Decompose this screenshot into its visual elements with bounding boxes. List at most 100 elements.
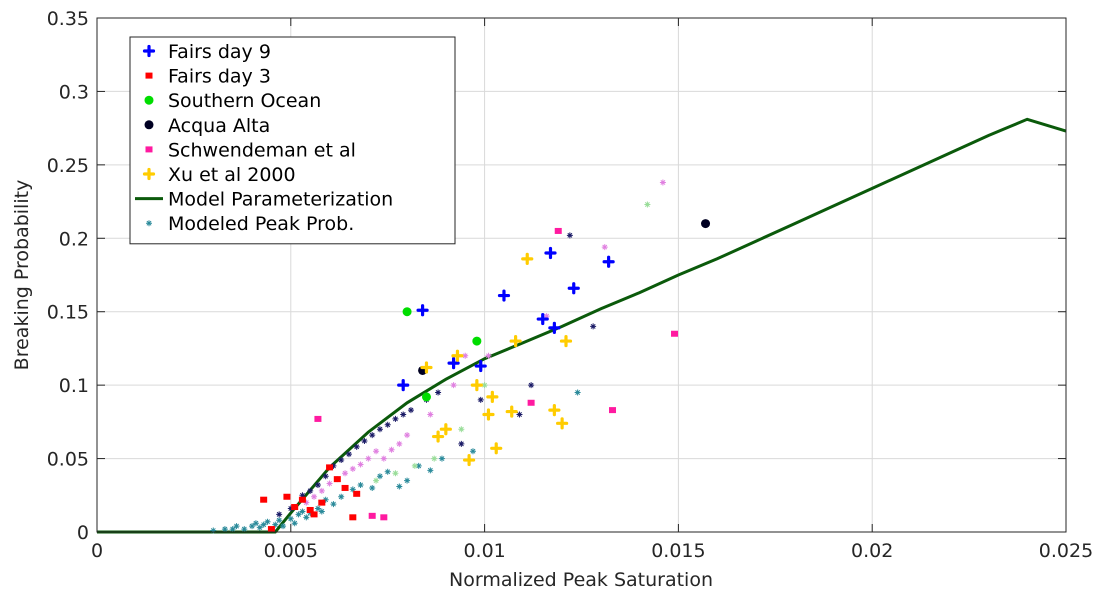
data-point — [303, 499, 310, 506]
data-point — [544, 246, 557, 260]
data-point — [295, 511, 302, 518]
y-tick-label: 0.15 — [47, 302, 89, 324]
x-tick-label: 0.005 — [264, 540, 318, 562]
data-points — [210, 179, 711, 534]
data-point — [357, 482, 364, 489]
data-point — [233, 523, 240, 530]
data-point — [516, 411, 523, 418]
data-point — [602, 255, 615, 268]
data-point — [396, 440, 403, 447]
data-point — [671, 330, 679, 337]
data-point — [272, 521, 279, 528]
data-point — [291, 520, 298, 527]
data-point — [353, 490, 361, 497]
legend-box — [129, 36, 456, 245]
data-point — [438, 455, 445, 462]
data-point — [590, 323, 597, 330]
data-point — [439, 423, 452, 436]
data-point — [260, 496, 268, 503]
data-point — [349, 514, 357, 521]
data-point — [365, 455, 372, 462]
legend-label: Model Parameterization — [168, 189, 393, 211]
data-point — [521, 252, 534, 265]
data-point — [527, 399, 535, 406]
data-point — [404, 477, 411, 484]
data-point — [299, 508, 306, 515]
data-point — [376, 473, 383, 480]
data-point — [490, 442, 503, 455]
data-point — [411, 462, 418, 469]
model-line — [97, 117, 1067, 534]
data-point — [566, 232, 573, 239]
data-point — [287, 515, 294, 522]
legend-label: Fairs day 9 — [168, 41, 271, 63]
legend-label: Southern Ocean — [168, 90, 321, 112]
data-point — [505, 405, 518, 418]
data-point — [567, 282, 580, 295]
data-point — [264, 518, 271, 525]
data-point — [314, 505, 321, 512]
data-point — [307, 487, 314, 494]
data-point — [427, 467, 434, 474]
data-point — [210, 527, 217, 534]
y-tick-label: 0.35 — [47, 8, 89, 30]
x-tick-label: 0.02 — [851, 540, 893, 562]
data-point — [353, 443, 360, 450]
data-point — [528, 382, 535, 389]
data-point — [369, 484, 376, 491]
data-point — [427, 411, 434, 418]
y-tick-label: 0.3 — [59, 81, 89, 103]
ticks: 0 0.005 0.01 0.015 0.02 0.025 0 0.05 0.1 0.15 0.2 0… — [47, 8, 1094, 562]
data-point — [318, 487, 325, 494]
data-point — [376, 426, 383, 433]
y-axis-title: Breaking Probability — [11, 180, 33, 371]
data-point — [536, 312, 549, 326]
data-point — [303, 514, 310, 521]
data-point — [447, 357, 460, 370]
data-point — [388, 446, 395, 453]
data-point — [380, 514, 388, 521]
data-point — [404, 432, 411, 439]
legend-label: Fairs day 3 — [168, 66, 271, 88]
data-point — [361, 437, 368, 444]
data-point — [276, 517, 283, 524]
data-point — [330, 462, 337, 469]
data-point — [298, 496, 306, 503]
data-point — [458, 440, 465, 447]
data-point — [342, 470, 349, 477]
data-point — [345, 451, 352, 458]
data-point — [431, 455, 438, 462]
data-point — [556, 417, 569, 430]
data-point — [384, 468, 391, 475]
data-point — [326, 464, 334, 471]
data-point — [497, 289, 511, 302]
data-point — [548, 404, 561, 417]
data-point — [458, 426, 465, 433]
data-point — [421, 392, 431, 402]
data-point — [241, 526, 248, 533]
legend-swatch — [144, 95, 154, 105]
legend-label: Modeled Peak Prob. — [168, 213, 354, 235]
data-point — [249, 523, 256, 530]
data-point — [481, 382, 488, 389]
series-line — [97, 117, 1067, 534]
data-point — [548, 321, 561, 334]
data-point — [267, 526, 275, 533]
data-point — [252, 520, 259, 527]
data-point — [384, 421, 391, 428]
data-point — [435, 389, 442, 396]
data-point — [644, 201, 651, 208]
data-point — [311, 493, 318, 500]
y-tick-label: 0.25 — [47, 155, 89, 177]
data-point — [314, 482, 321, 489]
data-point — [341, 484, 349, 491]
data-point — [543, 313, 550, 320]
data-point — [338, 493, 345, 500]
legend-label: Xu et al 2000 — [168, 164, 296, 186]
legend-swatch — [144, 120, 154, 130]
data-point — [485, 352, 492, 359]
data-point — [380, 455, 387, 462]
data-point — [477, 396, 484, 403]
data-point — [322, 473, 329, 480]
x-tick-label: 0.015 — [651, 540, 705, 562]
